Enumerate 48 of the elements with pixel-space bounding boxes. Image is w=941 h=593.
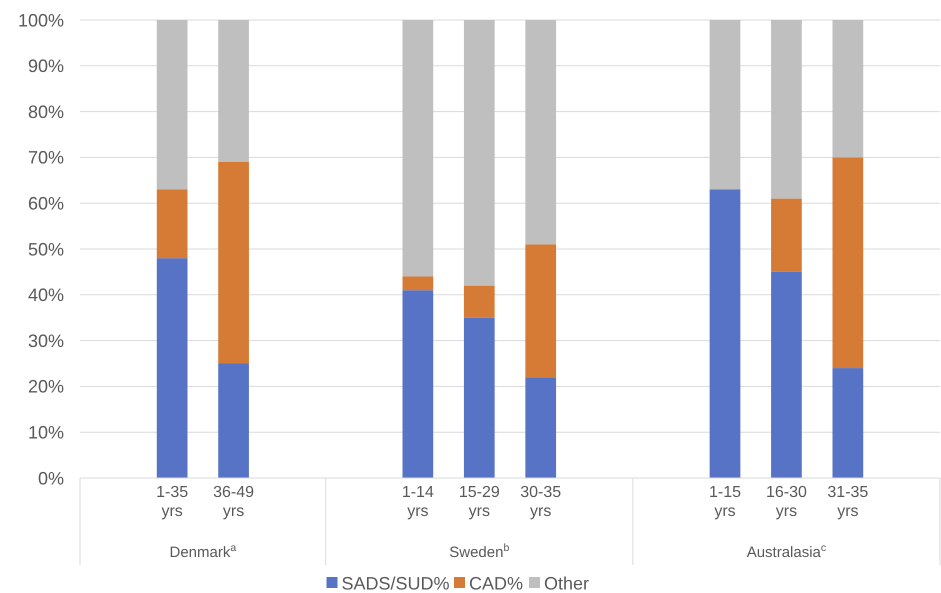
y-tick-label: 100%	[18, 10, 64, 30]
bar	[832, 157, 864, 368]
y-tick-label: 10%	[28, 422, 64, 442]
bar	[771, 20, 802, 199]
x-tick-label: 31-35 yrs	[827, 484, 868, 520]
legend-label: CAD%	[469, 573, 524, 593]
x-tick-label: 30-35 yrs	[520, 484, 562, 520]
y-tick-label: 0%	[38, 468, 64, 488]
x-tick-label: 36-49 yrs	[213, 484, 254, 520]
y-tick-label: 70%	[28, 148, 64, 168]
y-tick-label: 80%	[28, 102, 64, 122]
y-tick-label: 90%	[28, 56, 64, 76]
x-tick-label: 1-35 yrs	[156, 484, 188, 520]
bar	[218, 364, 249, 478]
bar	[464, 318, 495, 478]
bar	[218, 162, 249, 364]
bar	[402, 290, 434, 478]
legend-label: Other	[544, 573, 590, 593]
text: Denmark$^{a}$	[170, 542, 236, 561]
bar	[710, 20, 740, 190]
bar	[218, 20, 249, 162]
x-tick-label: 16-30 yrs	[766, 484, 807, 520]
bar	[710, 189, 740, 478]
y-tick-label: 30%	[28, 330, 64, 351]
bar	[402, 276, 434, 290]
y-tick-label: 60%	[28, 194, 64, 214]
bar	[464, 20, 495, 286]
bar	[525, 377, 556, 478]
bar	[525, 20, 556, 244]
bar	[771, 272, 802, 478]
y-tick-label: 50%	[28, 239, 64, 260]
bar	[525, 244, 556, 378]
x-tick-label: 15-29 yrs	[458, 484, 500, 520]
bar	[156, 20, 188, 190]
bar	[771, 198, 802, 272]
bar	[156, 189, 188, 258]
bar	[832, 20, 864, 158]
legend-label: SADS/SUD%	[342, 573, 450, 593]
y-tick-label: 20%	[28, 376, 64, 397]
x-tick-label: 1-14 yrs	[402, 484, 434, 520]
bar	[832, 368, 864, 478]
bar	[156, 258, 188, 478]
bar	[402, 20, 434, 276]
x-tick-label: 1-15 yrs	[708, 484, 742, 520]
text: Sweden$^{b}$	[449, 542, 510, 561]
text: Australasia$^{c}$	[746, 542, 826, 561]
y-tick-label: 40%	[28, 285, 64, 306]
bar	[464, 286, 495, 318]
